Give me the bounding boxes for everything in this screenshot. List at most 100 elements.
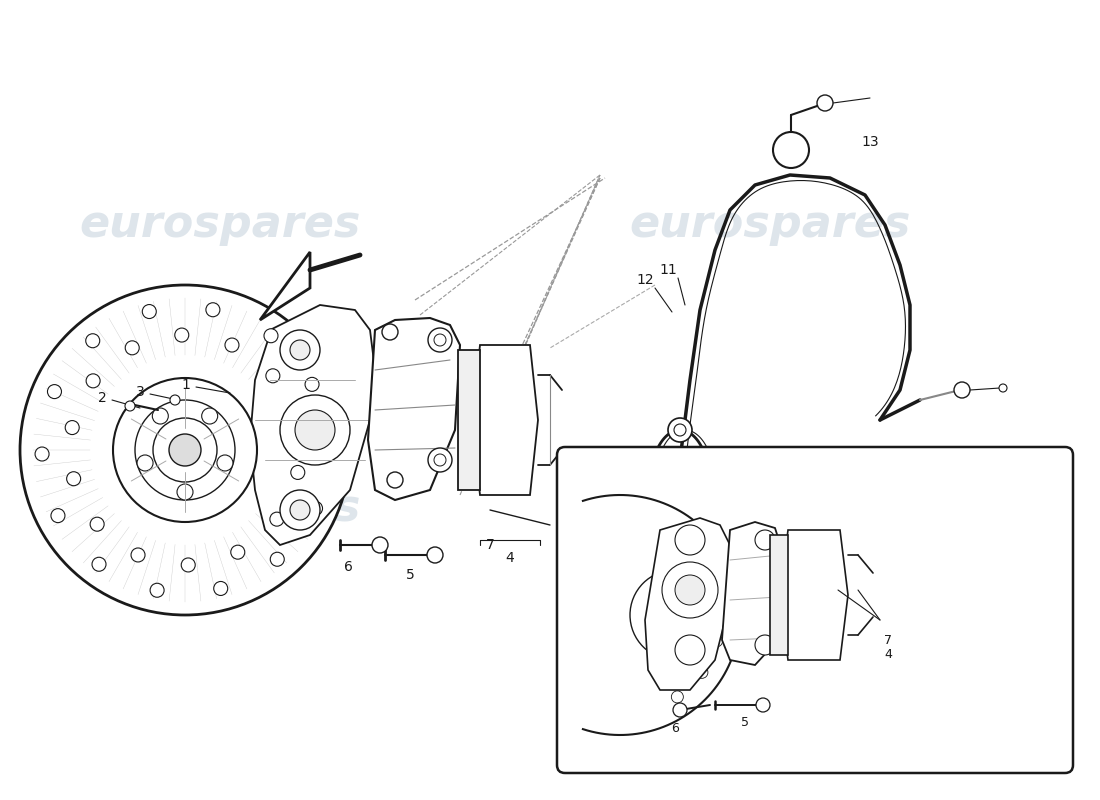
Text: 3: 3 bbox=[135, 385, 144, 399]
Circle shape bbox=[153, 418, 217, 482]
Text: eurospares: eurospares bbox=[79, 486, 361, 530]
Circle shape bbox=[280, 330, 320, 370]
Text: 10: 10 bbox=[632, 511, 648, 525]
Circle shape bbox=[662, 562, 718, 618]
Polygon shape bbox=[472, 345, 538, 495]
Text: 13: 13 bbox=[861, 135, 879, 149]
Circle shape bbox=[382, 324, 398, 340]
Text: 5: 5 bbox=[406, 568, 415, 582]
Text: 11: 11 bbox=[659, 263, 676, 277]
Circle shape bbox=[675, 525, 705, 555]
Circle shape bbox=[92, 558, 106, 571]
Text: 7: 7 bbox=[485, 538, 494, 552]
Circle shape bbox=[266, 369, 279, 383]
Circle shape bbox=[675, 566, 688, 578]
Circle shape bbox=[666, 514, 678, 526]
Circle shape bbox=[650, 590, 700, 640]
Circle shape bbox=[387, 472, 403, 488]
Circle shape bbox=[630, 570, 720, 660]
Circle shape bbox=[667, 662, 679, 674]
Polygon shape bbox=[260, 252, 310, 320]
Circle shape bbox=[271, 552, 284, 566]
Circle shape bbox=[684, 538, 696, 550]
Circle shape bbox=[657, 547, 669, 559]
Text: 8: 8 bbox=[672, 531, 680, 545]
Circle shape bbox=[270, 512, 284, 526]
Circle shape bbox=[817, 95, 833, 111]
Circle shape bbox=[372, 537, 388, 553]
Circle shape bbox=[705, 566, 716, 578]
Circle shape bbox=[321, 439, 334, 453]
Circle shape bbox=[289, 414, 304, 428]
Polygon shape bbox=[780, 530, 848, 660]
Text: 10: 10 bbox=[692, 522, 708, 534]
Text: 12: 12 bbox=[636, 273, 653, 287]
Circle shape bbox=[175, 328, 189, 342]
Circle shape bbox=[666, 473, 690, 497]
Circle shape bbox=[35, 447, 50, 461]
Text: 4: 4 bbox=[506, 551, 515, 565]
Circle shape bbox=[201, 408, 218, 424]
Circle shape bbox=[125, 341, 140, 355]
Circle shape bbox=[714, 600, 726, 612]
Text: 7: 7 bbox=[884, 634, 892, 646]
Circle shape bbox=[308, 502, 322, 515]
Text: 2: 2 bbox=[98, 391, 107, 405]
Text: eurospares: eurospares bbox=[629, 486, 911, 530]
Circle shape bbox=[686, 590, 698, 602]
Circle shape bbox=[65, 421, 79, 434]
Circle shape bbox=[675, 575, 705, 605]
Circle shape bbox=[264, 329, 278, 342]
Circle shape bbox=[206, 302, 220, 317]
Circle shape bbox=[305, 378, 319, 391]
Circle shape bbox=[142, 305, 156, 318]
Circle shape bbox=[280, 395, 350, 465]
Circle shape bbox=[231, 545, 245, 559]
Circle shape bbox=[226, 338, 239, 352]
Circle shape bbox=[51, 509, 65, 522]
Circle shape bbox=[217, 455, 233, 471]
FancyBboxPatch shape bbox=[557, 447, 1072, 773]
Circle shape bbox=[671, 691, 683, 703]
Text: 4: 4 bbox=[884, 649, 892, 662]
Circle shape bbox=[711, 635, 723, 647]
Text: 6: 6 bbox=[671, 722, 679, 734]
Circle shape bbox=[999, 384, 1007, 392]
Circle shape bbox=[673, 703, 688, 717]
Circle shape bbox=[170, 395, 180, 405]
Circle shape bbox=[150, 583, 164, 598]
Circle shape bbox=[756, 698, 770, 712]
Circle shape bbox=[428, 328, 452, 352]
Circle shape bbox=[290, 466, 305, 479]
Circle shape bbox=[86, 334, 100, 348]
Circle shape bbox=[125, 401, 135, 411]
Text: 1: 1 bbox=[182, 378, 190, 392]
Circle shape bbox=[689, 615, 701, 627]
Circle shape bbox=[427, 547, 443, 563]
Polygon shape bbox=[770, 535, 788, 655]
Circle shape bbox=[668, 418, 692, 442]
Text: eurospares: eurospares bbox=[629, 202, 911, 246]
Circle shape bbox=[682, 641, 694, 653]
Circle shape bbox=[86, 374, 100, 388]
Circle shape bbox=[47, 385, 62, 398]
Circle shape bbox=[67, 472, 80, 486]
Circle shape bbox=[290, 340, 310, 360]
Circle shape bbox=[131, 548, 145, 562]
Polygon shape bbox=[722, 522, 782, 665]
Circle shape bbox=[755, 635, 775, 655]
Circle shape bbox=[290, 500, 310, 520]
Polygon shape bbox=[368, 318, 460, 500]
Text: eurospares: eurospares bbox=[79, 202, 361, 246]
Text: 6: 6 bbox=[343, 560, 352, 574]
Polygon shape bbox=[458, 350, 480, 490]
Circle shape bbox=[90, 517, 104, 531]
Circle shape bbox=[169, 434, 201, 466]
Circle shape bbox=[182, 558, 195, 572]
Circle shape bbox=[694, 504, 706, 516]
Circle shape bbox=[295, 410, 336, 450]
Text: 5: 5 bbox=[741, 717, 749, 730]
Circle shape bbox=[773, 132, 808, 168]
Text: 9: 9 bbox=[736, 502, 744, 514]
Circle shape bbox=[755, 530, 775, 550]
